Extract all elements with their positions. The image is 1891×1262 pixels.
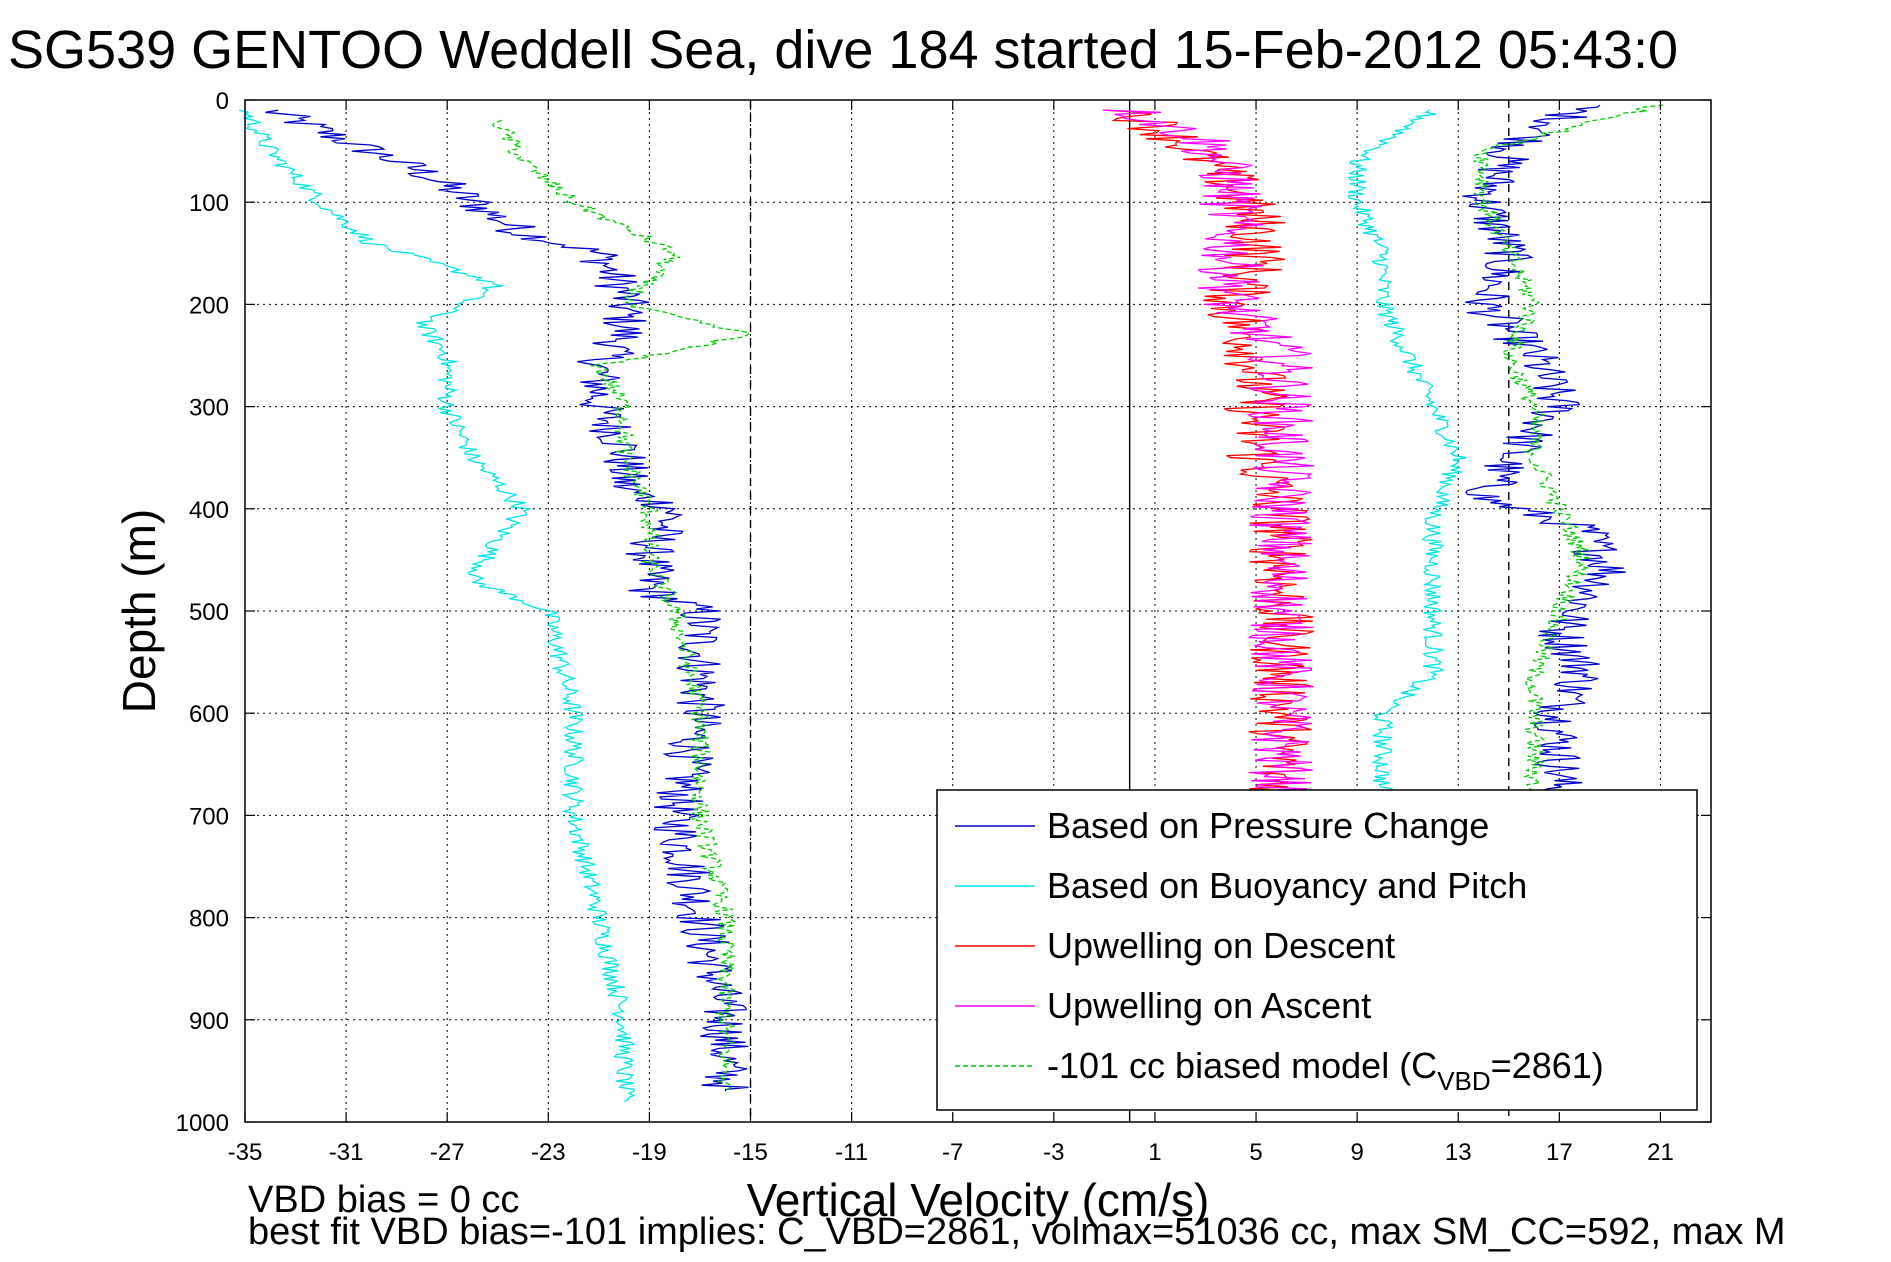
x-tick-label: 13 (1445, 1139, 1472, 1166)
footer-line-2: best fit VBD bias=-101 implies: C_VBD=28… (248, 1211, 1786, 1253)
y-tick-label: 900 (189, 1008, 229, 1035)
legend: Based on Pressure Change Based on Buoyanc… (936, 789, 1698, 1111)
legend-label-main: -101 cc biased model (C (1047, 1045, 1437, 1086)
series-1-ascent-line (1347, 109, 1467, 817)
axis-ticks: -35 -31 -27 -23 -19 -15 -11 -7 -3 1 5 9 13 17 21010020… (176, 88, 1711, 1166)
y-tick-label: 100 (189, 190, 229, 217)
chart-title: SG539 GENTOO Weddell Sea, dive 184 start… (8, 20, 1678, 80)
series-4-descent-line (492, 119, 751, 1092)
x-tick-label: -35 (228, 1139, 263, 1166)
legend-label: Based on Pressure Change (1047, 805, 1489, 846)
series-0-ascent-line (1462, 104, 1626, 817)
x-tick-label: -3 (1043, 1139, 1064, 1166)
legend-label: -101 cc biased model (CVBD=2861) (1047, 1045, 1604, 1096)
legend-label: Based on Buoyancy and Pitch (1047, 865, 1527, 906)
legend-label-suffix: =2861) (1491, 1045, 1604, 1086)
footer-line-1: VBD bias = 0 cc (248, 1179, 519, 1221)
legend-label-main: Based on Buoyancy and Pitch (1047, 865, 1527, 906)
legend-box (936, 789, 1698, 1111)
legend-label-main: Upwelling on Ascent (1047, 985, 1371, 1026)
series-3-line (1102, 109, 1315, 817)
series-4-ascent-line (1473, 104, 1664, 816)
x-tick-label: 9 (1350, 1139, 1363, 1166)
x-tick-label: -7 (942, 1139, 963, 1166)
y-tick-label: 0 (216, 88, 229, 115)
y-tick-label: 200 (189, 292, 229, 319)
x-axis-label: Vertical Velocity (cm/s) (747, 1174, 1210, 1226)
y-axis-label: Depth (m) (113, 509, 165, 713)
x-tick-label: 1 (1148, 1139, 1161, 1166)
x-tick-label: -15 (733, 1139, 768, 1166)
y-tick-label: 600 (189, 701, 229, 728)
x-tick-label: -11 (835, 1139, 868, 1166)
series-layer (238, 104, 1664, 1103)
y-tick-label: 800 (189, 906, 229, 933)
y-tick-label: 700 (189, 803, 229, 830)
legend-label-subscript: VBD (1437, 1066, 1490, 1096)
x-tick-label: -31 (329, 1139, 364, 1166)
x-tick-label: -19 (632, 1139, 667, 1166)
x-tick-label: 21 (1647, 1139, 1674, 1166)
series-2-line (1105, 109, 1315, 817)
legend-label-main: Upwelling on Descent (1047, 925, 1395, 966)
legend-label-main: Based on Pressure Change (1047, 805, 1489, 846)
x-tick-label: -27 (430, 1139, 465, 1166)
y-tick-label: 1000 (176, 1110, 229, 1137)
series-1-descent-line (238, 109, 636, 1103)
x-tick-label: 5 (1249, 1139, 1262, 1166)
x-tick-label: -23 (531, 1139, 566, 1166)
y-tick-label: 300 (189, 395, 229, 422)
x-tick-label: 17 (1546, 1139, 1573, 1166)
legend-label: Upwelling on Descent (1047, 925, 1395, 966)
y-tick-label: 400 (189, 497, 229, 524)
y-tick-label: 500 (189, 599, 229, 626)
legend-label: Upwelling on Ascent (1047, 985, 1371, 1026)
